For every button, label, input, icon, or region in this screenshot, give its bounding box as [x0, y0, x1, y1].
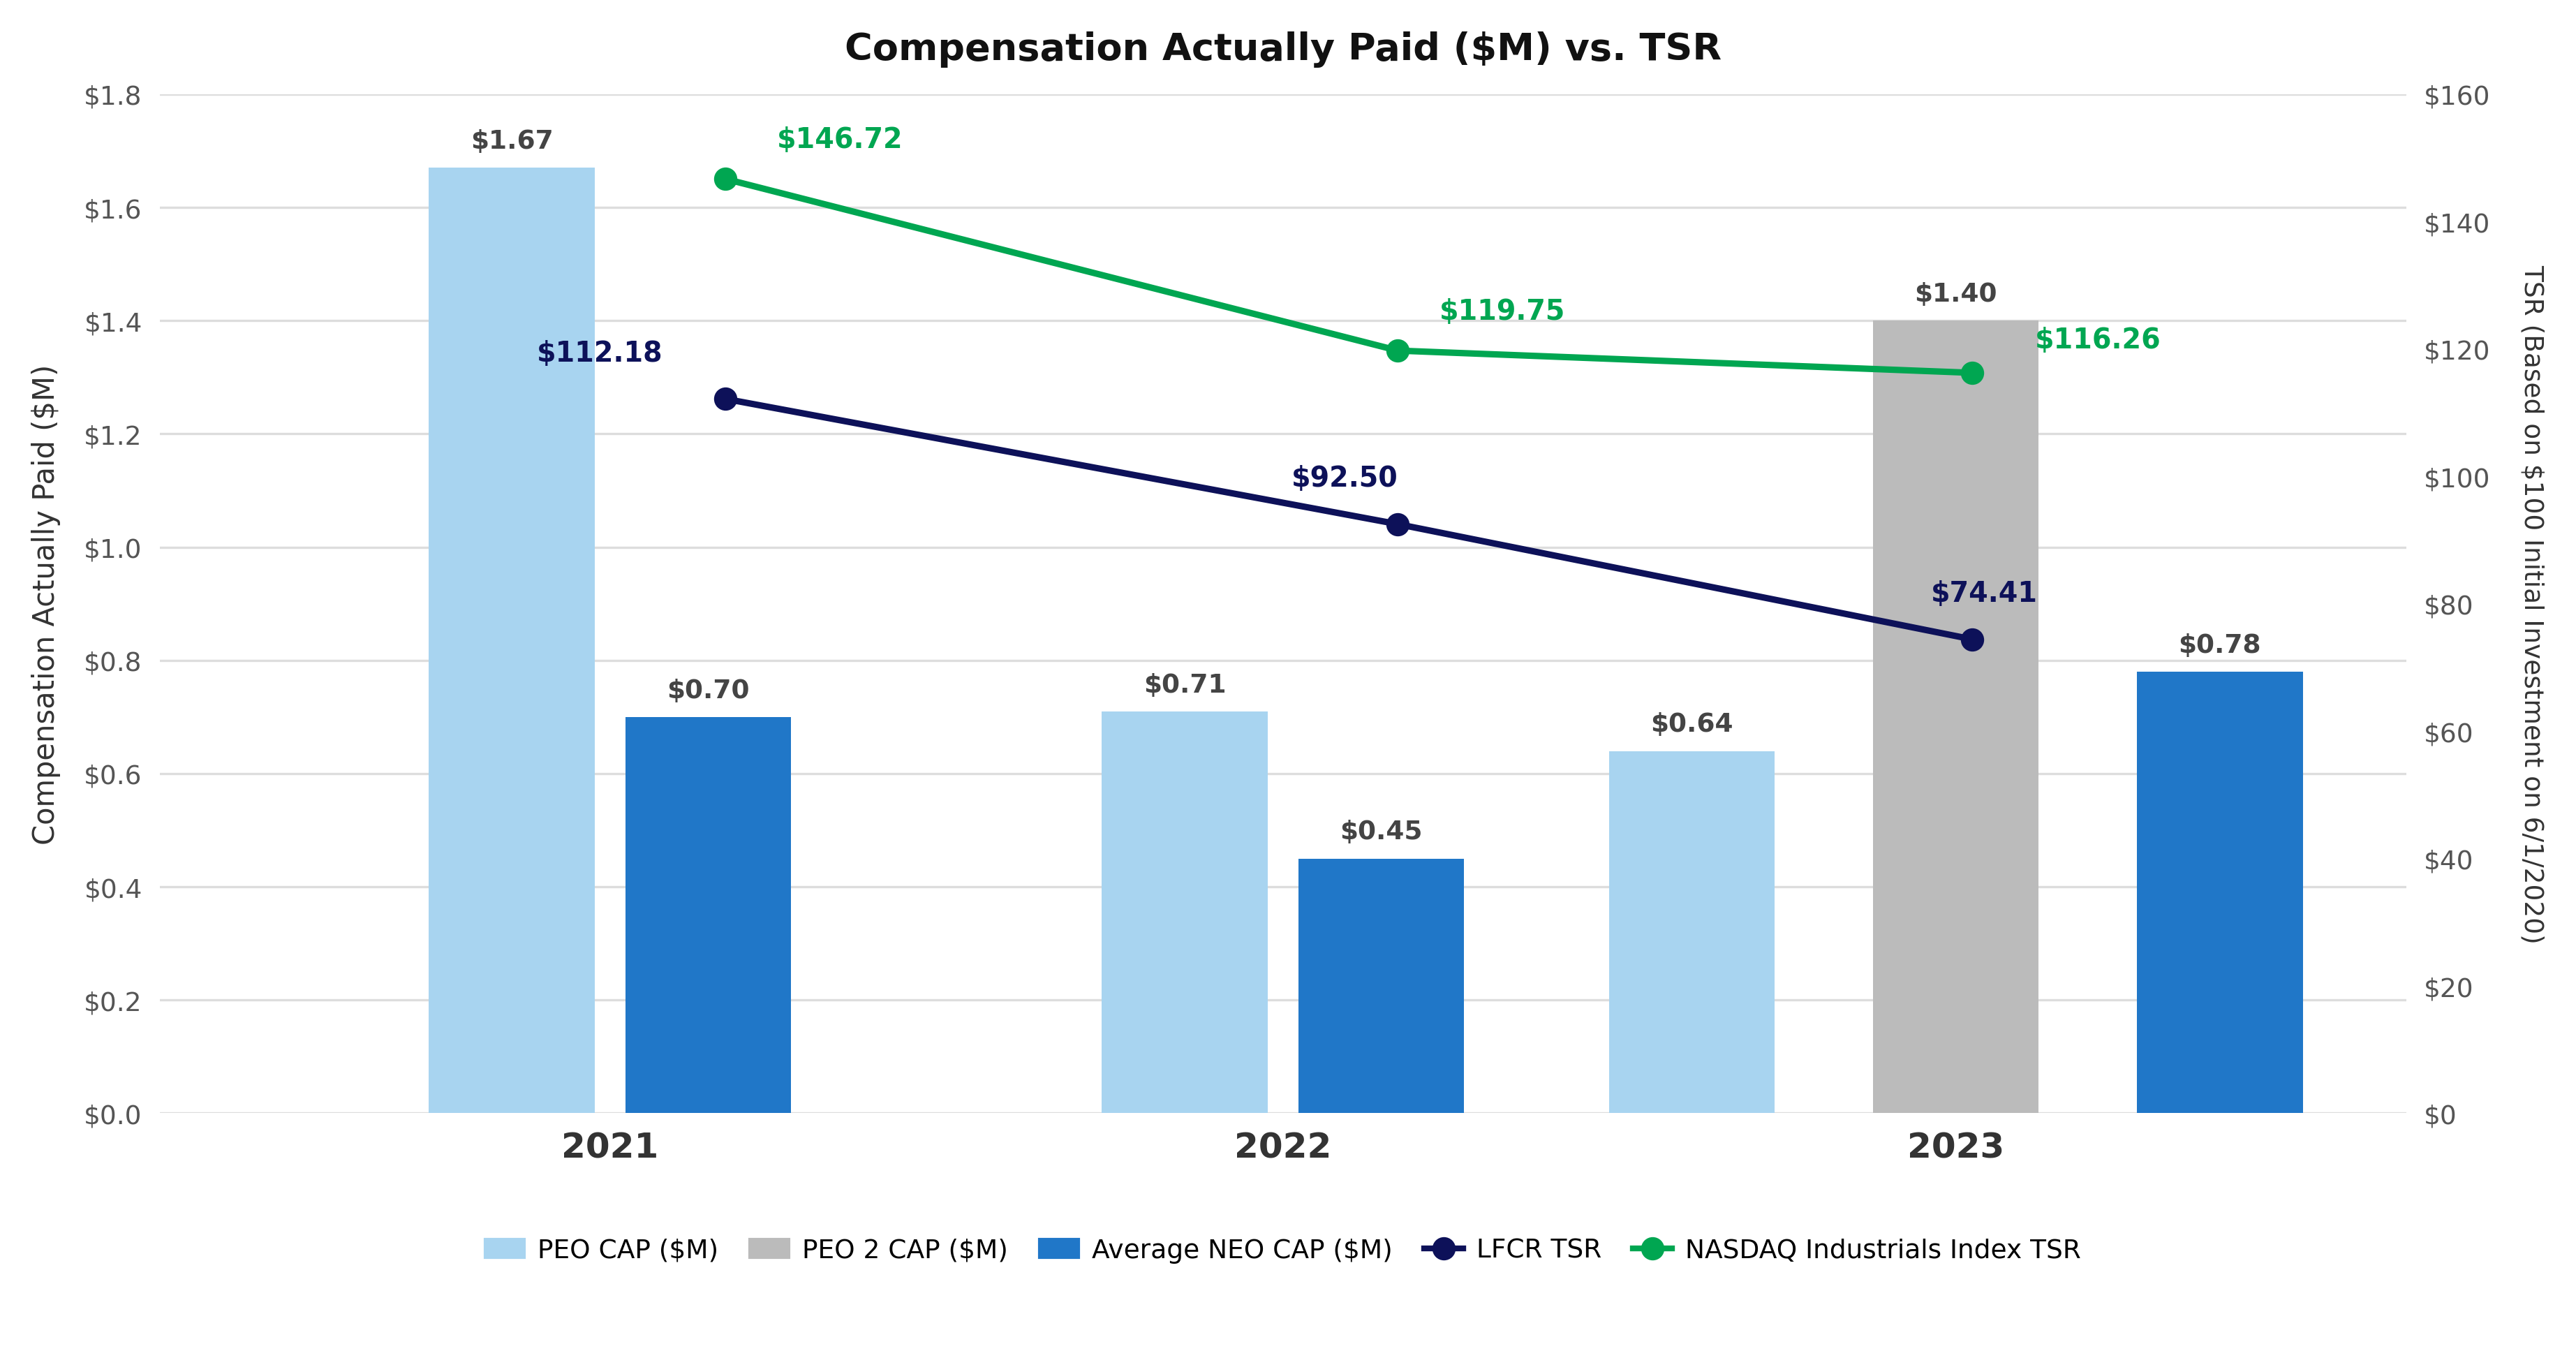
Text: $0.64: $0.64 [1651, 713, 1734, 737]
Title: Compensation Actually Paid ($M) vs. TSR: Compensation Actually Paid ($M) vs. TSR [845, 31, 1721, 68]
Y-axis label: Compensation Actually Paid ($M): Compensation Actually Paid ($M) [31, 364, 62, 845]
Bar [2138, 672, 2303, 1114]
Text: $112.18: $112.18 [536, 340, 662, 367]
Text: $1.67: $1.67 [471, 130, 554, 154]
Bar [1873, 321, 2038, 1114]
Y-axis label: TSR (Based on $100 Initial Investment on 6/1/2020): TSR (Based on $100 Initial Investment on… [2519, 265, 2545, 943]
Bar [1610, 751, 1775, 1114]
Text: $1.40: $1.40 [1914, 283, 1996, 307]
Bar [430, 168, 595, 1114]
Legend: PEO CAP ($M), PEO 2 CAP ($M), Average NEO CAP ($M), LFCR TSR, NASDAQ Industrials: PEO CAP ($M), PEO 2 CAP ($M), Average NE… [474, 1227, 2092, 1274]
Bar [1298, 859, 1463, 1114]
Text: $74.41: $74.41 [1932, 580, 2038, 607]
Bar [626, 718, 791, 1114]
Text: $0.78: $0.78 [2179, 633, 2262, 658]
Text: $92.50: $92.50 [1291, 465, 1399, 493]
Bar [1103, 711, 1267, 1114]
Text: $0.71: $0.71 [1144, 673, 1226, 698]
Text: $0.70: $0.70 [667, 678, 750, 703]
Text: $0.45: $0.45 [1340, 819, 1422, 845]
Text: $116.26: $116.26 [2035, 326, 2161, 355]
Text: $146.72: $146.72 [778, 126, 902, 154]
Text: $119.75: $119.75 [1440, 298, 1566, 326]
